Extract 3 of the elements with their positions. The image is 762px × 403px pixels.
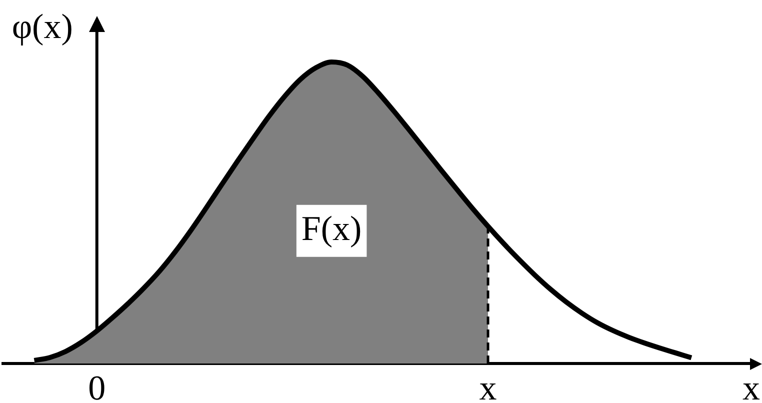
x-tick-label: 0 [88, 368, 106, 403]
y-axis-title: φ(x) [12, 7, 73, 46]
annotation: F(x) [301, 209, 362, 248]
